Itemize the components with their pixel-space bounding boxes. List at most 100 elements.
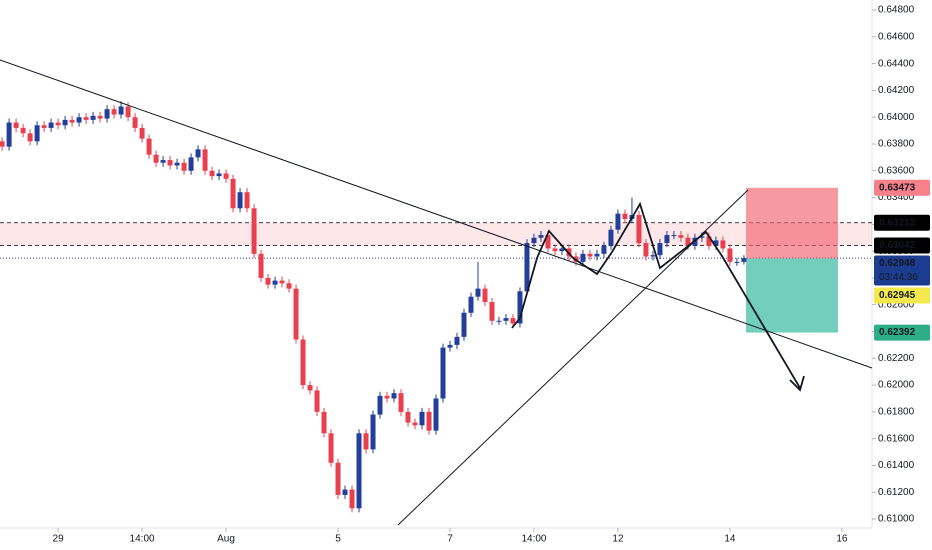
candle-body <box>328 433 334 463</box>
candle-body <box>300 339 306 386</box>
candle-body <box>370 414 376 450</box>
candle-body <box>90 115 96 120</box>
candle-body <box>349 489 355 509</box>
candle-body <box>6 122 12 147</box>
y-tick-label: 0.64000 <box>878 112 915 123</box>
y-tick-label: 0.61400 <box>878 460 915 471</box>
candle-body <box>279 280 285 284</box>
candle-body <box>125 106 131 118</box>
price-tag-label: 0.63473 <box>879 182 916 193</box>
candle-body <box>13 122 19 128</box>
candle-body <box>412 422 418 426</box>
candle-body <box>447 344 453 348</box>
candle-body <box>468 296 474 313</box>
price-tag <box>874 237 930 254</box>
price-tag <box>874 214 930 231</box>
candle-body <box>209 170 215 177</box>
candle-body <box>440 347 446 399</box>
candle-body <box>664 235 670 244</box>
candle-body <box>594 253 600 257</box>
candle-body <box>510 318 516 324</box>
candle-body <box>545 235 551 249</box>
y-tick-label: 0.62000 <box>878 380 915 391</box>
stop-zone <box>746 187 838 259</box>
y-tick-label: 0.64400 <box>878 58 915 69</box>
candle-body <box>314 390 320 412</box>
candle-body <box>307 385 313 391</box>
candle-body <box>601 245 607 254</box>
candle-body <box>636 214 642 244</box>
x-tick-label: 29 <box>53 534 65 545</box>
y-tick-label: 0.62200 <box>878 353 915 364</box>
candle-body <box>741 258 747 262</box>
candle-body <box>181 162 187 171</box>
candle-body <box>356 433 362 509</box>
x-tick-label: 14 <box>724 534 736 545</box>
candle-body <box>552 248 558 252</box>
candle-body <box>489 302 495 321</box>
candle-body <box>69 119 75 123</box>
price-tag-label: 0.63212 <box>879 217 916 228</box>
candle-body <box>419 411 425 426</box>
y-tick-label: 0.61000 <box>878 514 915 525</box>
x-tick-label: 12 <box>612 534 624 545</box>
candle-body <box>230 178 236 209</box>
candle-body <box>342 489 348 495</box>
candle-body <box>48 122 54 128</box>
candle-body <box>216 173 222 177</box>
candle-body <box>482 288 488 303</box>
candle-body <box>272 280 278 285</box>
candle-body <box>559 248 565 252</box>
candle-body <box>27 133 33 142</box>
candle-body <box>524 243 530 292</box>
candle-body <box>475 288 481 297</box>
candle-body <box>139 127 145 139</box>
candle-body <box>41 125 47 128</box>
candle-body <box>174 162 180 166</box>
candle-body <box>678 235 684 238</box>
candle-body <box>608 229 614 246</box>
candle-body <box>188 157 194 171</box>
candle-body <box>76 117 82 123</box>
candle-body <box>20 127 26 134</box>
price-tag-label: 0.62948 <box>879 258 916 269</box>
candle-body <box>286 283 292 289</box>
zigzag-path <box>511 201 801 389</box>
y-tick-label: 0.64800 <box>878 5 915 16</box>
candle-body <box>615 213 621 230</box>
y-tick-label: 0.64600 <box>878 31 915 42</box>
candle-body <box>517 291 523 324</box>
price-tag-label: 0.62392 <box>879 327 916 338</box>
y-tick-label: 0.62600 <box>878 299 915 310</box>
candle-body <box>398 393 404 412</box>
candle-body <box>335 462 341 495</box>
candle-body <box>97 115 103 119</box>
candle-body <box>727 248 733 262</box>
candle-body <box>391 393 397 399</box>
axes: 0.64800 0.64600 0.64400 0.64200 0.64000 0.638… <box>53 5 930 545</box>
candle-body <box>223 173 229 179</box>
price-tag-label: 0.63042 <box>879 240 916 251</box>
x-tick-label: Aug <box>217 534 235 545</box>
price-tag <box>874 179 930 196</box>
candle-body <box>454 336 460 345</box>
price-tag <box>874 255 930 286</box>
candle-body <box>118 106 124 115</box>
x-tick-label: 5 <box>335 534 341 545</box>
candle-body <box>251 208 257 254</box>
price-tag <box>874 324 930 341</box>
candle-body <box>405 411 411 423</box>
candle-body <box>503 318 509 321</box>
y-tick-label: 0.61800 <box>878 407 915 418</box>
zone <box>0 222 872 246</box>
candle-body <box>258 253 264 278</box>
trend-line <box>0 59 873 369</box>
arrow-head <box>789 375 805 392</box>
candle-body <box>195 149 201 158</box>
candle-body <box>643 243 649 257</box>
candle-body <box>55 122 61 126</box>
x-tick-label: 14:00 <box>521 534 546 545</box>
target-zone <box>746 258 838 333</box>
candle-body <box>62 119 68 126</box>
candle-body <box>706 236 712 246</box>
